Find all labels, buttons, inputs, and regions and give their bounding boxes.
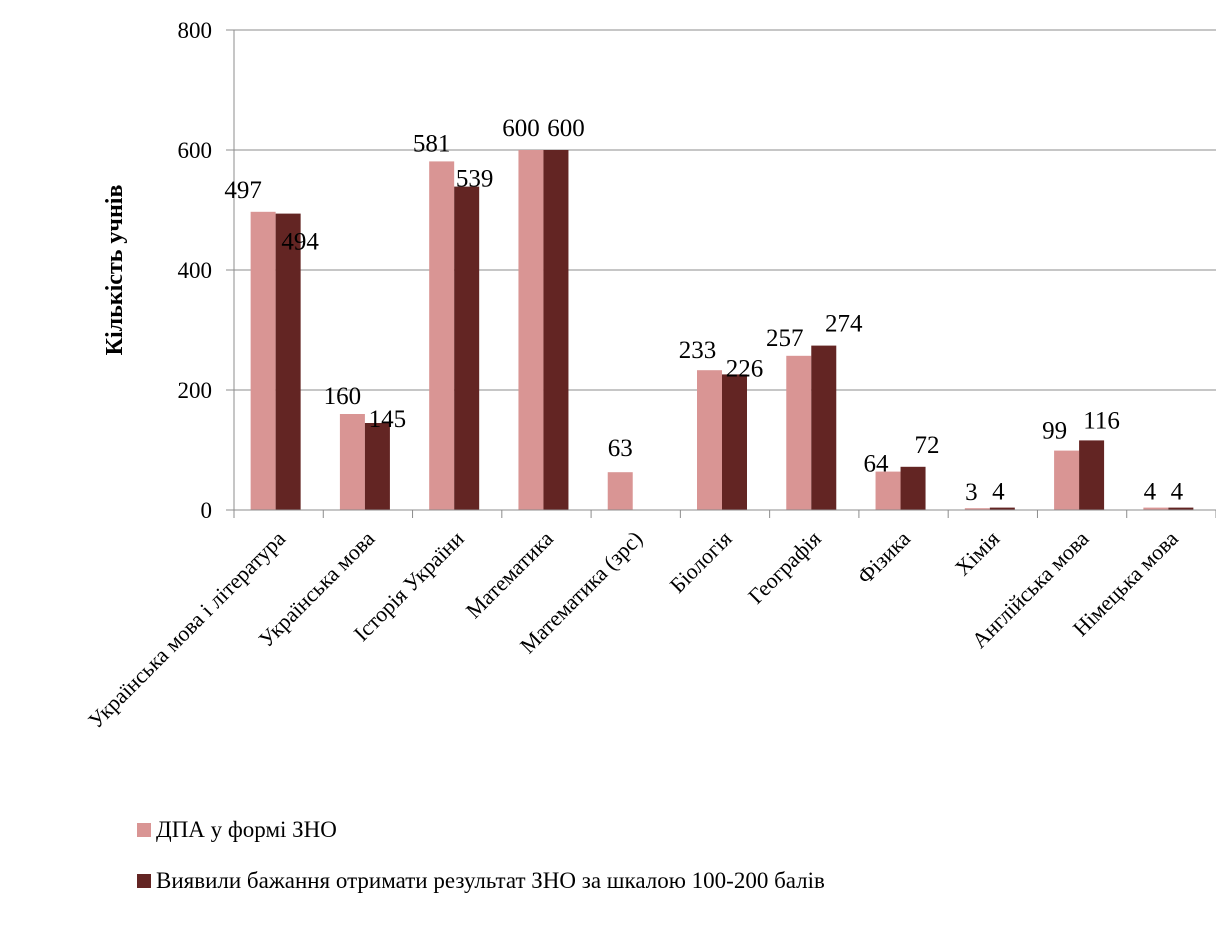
data-label: 233 <box>679 337 717 364</box>
data-label: 3 <box>965 479 978 506</box>
bar-dpa-1 <box>339 414 365 510</box>
axes-layer <box>226 29 1216 518</box>
y-axis-title: Кількість учнів <box>102 185 128 356</box>
bar-zno-100-200-3 <box>543 150 569 510</box>
bar-dpa-4 <box>607 472 633 510</box>
bar-dpa-7 <box>875 471 901 510</box>
legend-entry: Виявили бажання отримати результат ЗНО з… <box>156 868 825 893</box>
bar-zno-100-200-5 <box>722 374 747 510</box>
bar-zno-100-200-10 <box>1168 507 1194 510</box>
legend: ДПА у формі ЗНО Виявили бажання отримати … <box>137 817 825 893</box>
bar-zno-100-200-6 <box>811 345 837 510</box>
bar-dpa-6 <box>786 355 812 510</box>
data-label: 600 <box>502 115 540 142</box>
bars-layer <box>250 150 1194 511</box>
data-label: 600 <box>547 115 585 142</box>
y-tick-label: 400 <box>178 258 213 283</box>
y-tick-label: 200 <box>178 378 213 403</box>
bar-zno-100-200-2 <box>454 186 480 510</box>
data-label: 99 <box>1042 418 1067 445</box>
x-category-label: Хімія <box>950 526 1005 581</box>
data-label: 226 <box>726 355 764 382</box>
x-category-label: Біологія <box>665 526 737 598</box>
data-label: 4 <box>1144 479 1157 506</box>
bar-zno-100-200-0 <box>275 213 301 510</box>
data-label: 4 <box>992 479 1005 506</box>
grid-layer <box>234 29 1216 391</box>
data-label: 160 <box>324 383 362 410</box>
legend-swatch <box>137 874 151 888</box>
data-label: 63 <box>608 435 633 462</box>
data-label: 145 <box>369 406 407 433</box>
bar-zno-100-200-1 <box>364 423 390 510</box>
bar-dpa-9 <box>1054 450 1080 510</box>
data-label: 116 <box>1083 407 1120 434</box>
data-label: 497 <box>224 177 262 204</box>
legend-entry: ДПА у формі ЗНО <box>156 817 337 842</box>
y-tick-label: 0 <box>201 498 213 523</box>
bar-zno-100-200-8 <box>989 507 1015 510</box>
data-label: 4 <box>1171 479 1184 506</box>
bar-dpa-5 <box>697 370 722 510</box>
bar-zno-100-200-7 <box>900 466 926 510</box>
x-category-label: Географія <box>743 526 826 609</box>
data-label: 581 <box>413 130 451 157</box>
legend-swatch <box>137 823 151 837</box>
data-label: 64 <box>864 451 890 478</box>
x-category-label: Фізика <box>852 526 915 589</box>
data-label: 257 <box>766 325 804 352</box>
y-tick-label: 600 <box>178 138 213 163</box>
bar-zno-100-200-9 <box>1079 440 1105 510</box>
data-label: 72 <box>915 432 940 459</box>
data-label: 539 <box>456 166 494 193</box>
bar-dpa-0 <box>250 211 276 511</box>
bar-dpa-3 <box>518 150 544 510</box>
y-tick-label: 800 <box>178 18 213 43</box>
bar-dpa-2 <box>429 161 455 510</box>
bar-dpa-10 <box>1143 507 1169 510</box>
data-label: 494 <box>281 229 319 256</box>
bar-dpa-8 <box>964 508 990 510</box>
x-category-label: Математика <box>461 526 558 623</box>
data-label: 274 <box>825 311 863 338</box>
